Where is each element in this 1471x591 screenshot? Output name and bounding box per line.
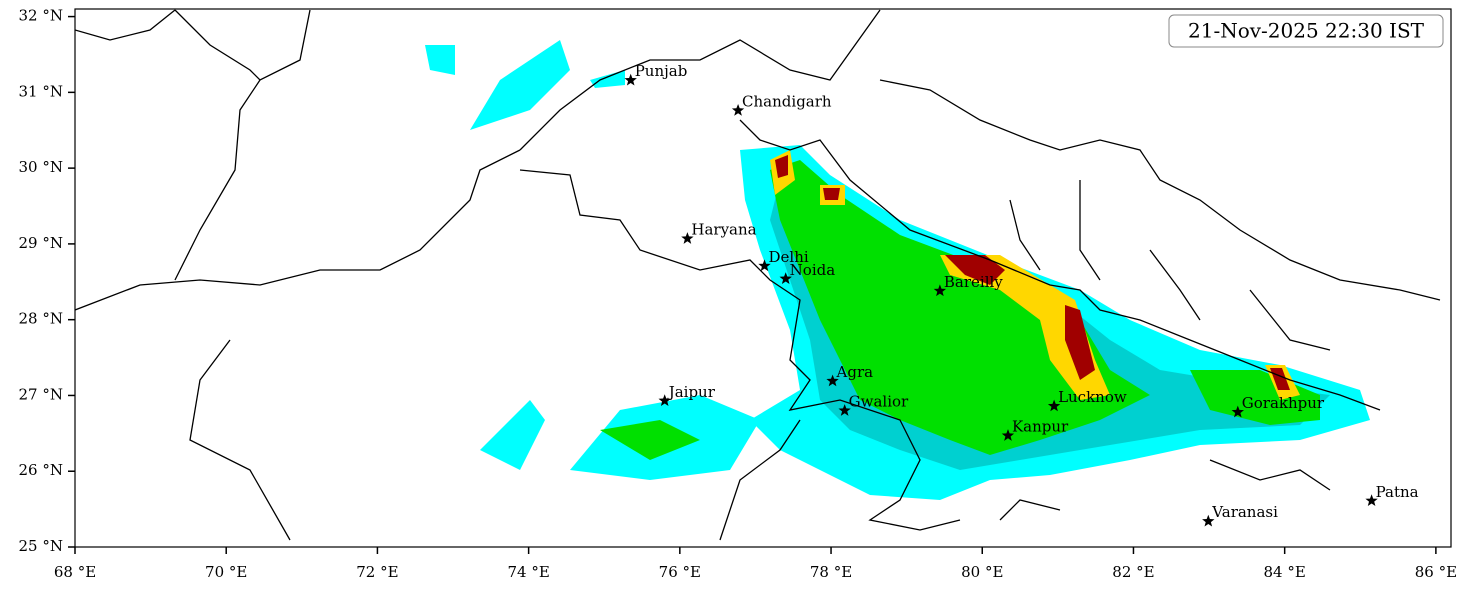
rainfall-contours (425, 40, 1370, 500)
x-tick-label: 84 °E (1264, 563, 1306, 581)
boundaries (75, 9, 1441, 541)
city-marker (1231, 405, 1244, 418)
city-marker (1001, 429, 1015, 441)
y-tick-label: 26 °N (19, 461, 63, 479)
city-marker (1047, 399, 1061, 412)
y-tick-label: 29 °N (19, 234, 63, 252)
y-tick-label: 25 °N (19, 537, 63, 555)
city-marker (731, 104, 745, 116)
x-tick-label: 70 °E (205, 563, 247, 581)
timestamp: 21-Nov-2025 22:30 IST (1188, 19, 1425, 43)
city-marker (933, 284, 947, 297)
city-label: Gorakhpur (1242, 394, 1325, 412)
city-marker (1202, 514, 1215, 527)
city-label: Punjab (635, 62, 688, 80)
city-marker (826, 374, 839, 387)
x-tick-label: 80 °E (961, 563, 1003, 581)
city-marker (779, 272, 792, 284)
city-label: Haryana (691, 221, 756, 239)
city-label: Agra (836, 363, 874, 381)
x-tick-label: 68 °E (54, 563, 96, 581)
x-tick-label: 86 °E (1415, 563, 1457, 581)
city-label: Delhi (769, 248, 809, 266)
city-marker (624, 73, 637, 86)
x-tick-label: 72 °E (356, 563, 398, 581)
city-label: Kanpur (1012, 418, 1069, 436)
city-label: Chandigarh (742, 93, 832, 111)
city-label: Jaipur (667, 383, 716, 401)
x-tick-label: 76 °E (659, 563, 701, 581)
city-marker (1365, 494, 1378, 506)
y-tick-label: 32 °N (19, 7, 63, 25)
city-marker (681, 232, 694, 244)
title-box (1168, 14, 1444, 48)
city-label: Varanasi (1211, 503, 1278, 521)
x-tick-label: 78 °E (810, 563, 852, 581)
city-label: Patna (1376, 483, 1419, 501)
x-tick-label: 82 °E (1112, 563, 1154, 581)
y-tick-label: 31 °N (19, 82, 63, 100)
city-label: Gwalior (849, 393, 909, 411)
city-label: Bareilly (944, 273, 1003, 291)
y-tick-label: 28 °N (19, 310, 63, 328)
city-label: Noida (790, 261, 836, 279)
y-tick-label: 30 °N (19, 158, 63, 176)
y-tick-label: 27 °N (19, 385, 63, 403)
city-marker (838, 404, 851, 416)
city-label: Lucknow (1058, 388, 1127, 406)
plot-frame (74, 8, 1452, 548)
city-marker (658, 394, 671, 406)
city-marker (758, 259, 771, 272)
x-tick-label: 74 °E (507, 563, 549, 581)
